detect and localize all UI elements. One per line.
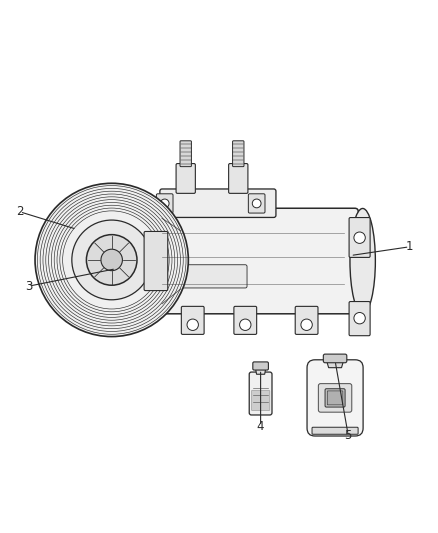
FancyBboxPatch shape — [181, 306, 204, 334]
FancyBboxPatch shape — [234, 306, 257, 334]
Text: 4: 4 — [257, 420, 265, 433]
FancyBboxPatch shape — [229, 164, 248, 193]
Text: 3: 3 — [25, 280, 32, 293]
Text: 2: 2 — [16, 205, 24, 218]
FancyBboxPatch shape — [156, 194, 173, 213]
FancyBboxPatch shape — [327, 391, 343, 405]
FancyBboxPatch shape — [150, 208, 358, 314]
FancyBboxPatch shape — [178, 265, 247, 288]
Circle shape — [72, 220, 152, 300]
FancyBboxPatch shape — [180, 141, 191, 167]
FancyBboxPatch shape — [251, 390, 270, 410]
Circle shape — [101, 249, 122, 271]
Text: 5: 5 — [345, 429, 352, 442]
FancyBboxPatch shape — [323, 354, 347, 363]
FancyBboxPatch shape — [295, 306, 318, 334]
FancyBboxPatch shape — [312, 427, 358, 434]
FancyBboxPatch shape — [318, 384, 352, 412]
Ellipse shape — [350, 208, 375, 313]
Circle shape — [187, 319, 198, 330]
Circle shape — [86, 235, 137, 285]
FancyBboxPatch shape — [349, 302, 370, 336]
Circle shape — [301, 319, 312, 330]
FancyBboxPatch shape — [249, 372, 272, 415]
FancyBboxPatch shape — [307, 360, 363, 436]
Text: 1: 1 — [406, 240, 413, 253]
FancyBboxPatch shape — [160, 189, 276, 217]
FancyBboxPatch shape — [144, 231, 168, 290]
FancyBboxPatch shape — [233, 141, 244, 167]
Circle shape — [160, 199, 169, 208]
FancyBboxPatch shape — [349, 217, 370, 257]
Circle shape — [354, 312, 365, 324]
Circle shape — [35, 183, 188, 336]
FancyBboxPatch shape — [325, 389, 345, 407]
Circle shape — [252, 199, 261, 208]
Circle shape — [240, 319, 251, 330]
FancyBboxPatch shape — [248, 194, 265, 213]
Circle shape — [354, 232, 365, 244]
FancyBboxPatch shape — [253, 362, 268, 370]
FancyBboxPatch shape — [176, 164, 195, 193]
Polygon shape — [255, 369, 266, 374]
Polygon shape — [327, 361, 343, 368]
